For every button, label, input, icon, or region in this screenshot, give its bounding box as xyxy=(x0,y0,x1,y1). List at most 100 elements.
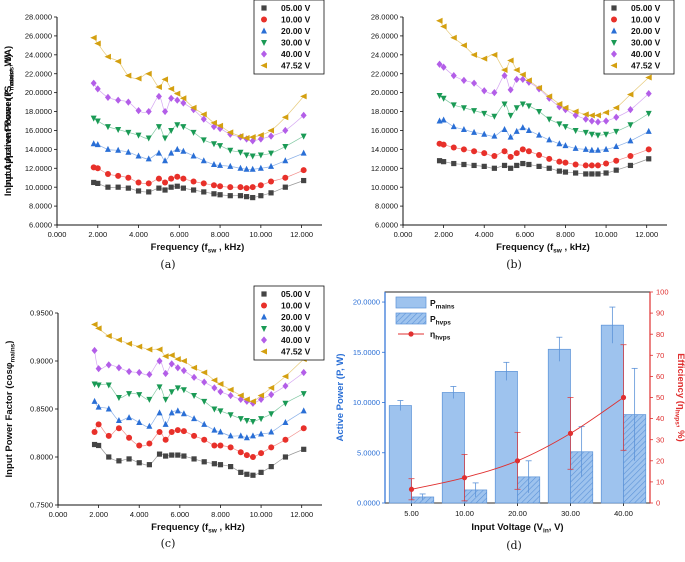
panel-c-point-s05 xyxy=(116,458,122,464)
panel-b-legend-marker-s05 xyxy=(611,5,617,11)
panel-d-x-tick-label: 40.00 xyxy=(614,509,633,518)
panel-d-legend-swatch-pmains xyxy=(395,296,427,309)
panel-c-point-s40 xyxy=(217,388,224,396)
panel-b-point-s10 xyxy=(519,146,526,153)
panel-c-point-s10 xyxy=(211,442,218,449)
panel-b-point-s40 xyxy=(501,72,508,80)
panel-a-legend-marker-s30 xyxy=(261,40,267,46)
panel-b-point-s40 xyxy=(594,118,601,126)
panel-a-point-s20 xyxy=(210,160,217,167)
panel-a-point-s40 xyxy=(174,96,181,104)
panel-a-point-s10 xyxy=(125,174,132,181)
panel-b-y-tick-label: 12.0000 xyxy=(371,164,398,173)
panel-a-x-tick-label: 2.000 xyxy=(88,230,107,239)
panel-c-point-s47 xyxy=(115,336,122,343)
panel-b-point-s47 xyxy=(612,104,620,111)
panel-c-point-s10 xyxy=(162,436,169,443)
panel-b-point-s20 xyxy=(481,130,488,137)
panel-a-legend-marker-s20 xyxy=(261,27,267,34)
panel-c-point-s10 xyxy=(136,442,143,449)
panel-c-point-s47 xyxy=(156,346,163,353)
panel-a-x-tick-label: 6.000 xyxy=(170,230,189,239)
panel-b-point-s47 xyxy=(507,57,514,64)
panel-d-legend-swatch-phvps xyxy=(395,312,427,325)
panel-b-point-s40 xyxy=(450,72,457,80)
panel-b-point-s20 xyxy=(594,146,601,153)
panel-b-x-tick-label: 0.000 xyxy=(394,230,413,239)
panel-b-point-s20 xyxy=(627,137,634,144)
panel-c-legend-box xyxy=(253,285,325,361)
panel-b-y-tick-label: 10.0000 xyxy=(371,183,398,192)
panel-a-point-s10 xyxy=(115,172,122,179)
panel-a-point-s10 xyxy=(135,179,142,186)
panel-a-point-s20 xyxy=(237,164,244,171)
panel-a-point-s10 xyxy=(145,180,152,187)
panel-d-bar-pmains xyxy=(494,371,518,504)
panel-c-point-s10 xyxy=(227,444,234,451)
panel-c-point-s10 xyxy=(217,442,224,449)
panel-c-trend-line-s10 xyxy=(94,424,304,458)
panel-c-point-s20 xyxy=(162,420,169,427)
panel-b-y-tick-label: 26.0000 xyxy=(371,32,398,41)
panel-b-point-s30 xyxy=(627,122,634,129)
panel-b-point-s05 xyxy=(520,160,526,167)
panel-a-point-s20 xyxy=(168,149,175,156)
panel-a-y-tick-label: 22.0000 xyxy=(25,69,52,78)
panel-d-legend-label-eta: ηhvps xyxy=(430,329,451,342)
panel-b-point-s10 xyxy=(594,162,601,169)
panel-c-point-s47 xyxy=(200,369,208,376)
panel-a-point-s40 xyxy=(268,132,275,140)
panel-a-point-s05 xyxy=(174,183,180,189)
panel-c-point-s05 xyxy=(136,460,142,466)
panel-d-y-axis-title: Active Power (P, W) xyxy=(335,354,346,442)
panel-a-point-s47 xyxy=(145,70,152,77)
panel-a-point-s40 xyxy=(145,107,152,116)
panel-b-point-s10 xyxy=(440,141,447,148)
panel-c-y-tick-label: 0.9500 xyxy=(30,309,53,318)
panel-c-point-s20 xyxy=(300,407,307,414)
panel-b-point-s40 xyxy=(471,79,478,87)
panel-a-point-s10 xyxy=(180,175,187,182)
panel-a-point-s20 xyxy=(268,162,275,169)
panel-a-point-s30 xyxy=(243,152,250,159)
panel-a-legend-marker-s05 xyxy=(261,5,267,11)
panel-c-point-s47 xyxy=(267,384,275,391)
panel-c-x-tick-label: 12.000 xyxy=(290,510,313,519)
panel-a-point-s47 xyxy=(267,127,275,134)
panel-c-legend-marker-s05 xyxy=(261,291,267,297)
panel-b-point-s40 xyxy=(588,117,595,125)
panel-b-legend-label-s05: 05.00 V xyxy=(631,3,661,13)
panel-c-point-s47 xyxy=(180,358,187,364)
panel-b-point-s30 xyxy=(436,92,443,99)
panel-c-point-s05 xyxy=(201,459,207,465)
panel-b-point-s10 xyxy=(513,150,520,157)
panel-a-point-s47 xyxy=(257,132,264,139)
panel-b-y-tick-label: 20.0000 xyxy=(371,88,398,97)
panel-a-y-tick-label: 14.0000 xyxy=(25,145,52,154)
panel-c-point-s10 xyxy=(268,444,275,451)
panel-b-x-tick-label: 2.000 xyxy=(434,230,453,239)
panel-b-point-s30 xyxy=(572,127,579,134)
panel-c-point-s40 xyxy=(115,364,122,372)
panel-b-point-s40 xyxy=(603,117,610,125)
panel-b-legend-box xyxy=(603,0,675,75)
panel-a-point-s10 xyxy=(94,165,101,172)
panel-a-point-s47 xyxy=(200,111,207,118)
panel-c-point-s10 xyxy=(91,429,98,436)
panel-b-point-s10 xyxy=(491,152,498,159)
panel-a-point-s40 xyxy=(168,94,175,102)
panel-a-legend-box xyxy=(253,0,325,75)
panel-b-point-s10 xyxy=(546,155,553,162)
panel-a-point-s30 xyxy=(125,129,132,136)
panel-a-point-s20 xyxy=(162,157,169,164)
panel-b-point-s47 xyxy=(490,51,498,58)
panel-c-point-s47 xyxy=(243,396,250,403)
panel-c-point-s40 xyxy=(201,378,208,386)
panel-a-legend-label-s30: 30.00 V xyxy=(281,38,311,48)
panel-d-legend-label-phvps: Phvps xyxy=(430,314,451,327)
panel-a-point-s20 xyxy=(200,157,207,164)
panel-a-legend-label-s47: 47.52 V xyxy=(281,61,311,71)
panel-c-point-s30 xyxy=(201,398,208,405)
panel-c-point-s10 xyxy=(249,454,256,460)
